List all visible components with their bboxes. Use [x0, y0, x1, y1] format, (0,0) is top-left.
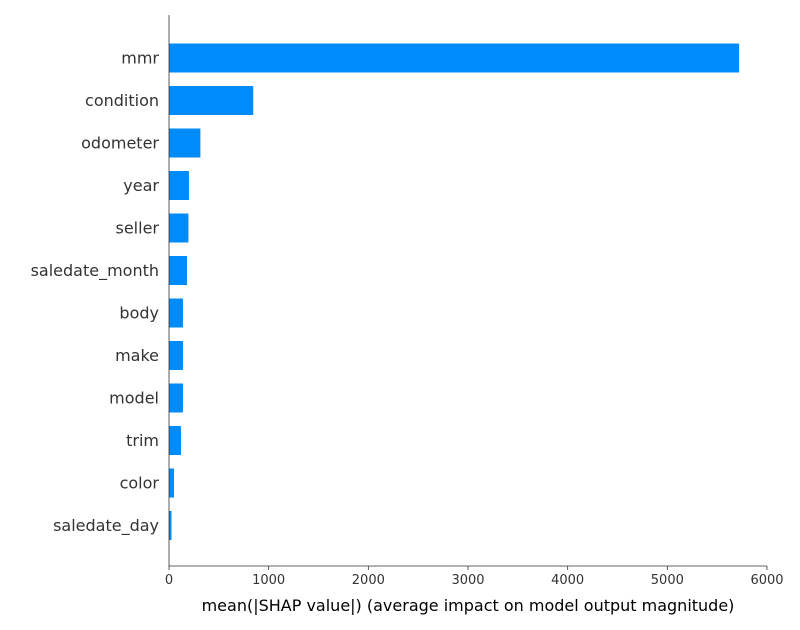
x-tick-label: 5000: [651, 573, 684, 588]
x-ticks-layer: 0 1000 2000 3000 4000 5000 6000: [165, 566, 784, 588]
feature-label-model: model: [109, 389, 159, 408]
bars-layer: [169, 43, 740, 540]
feature-label-saledate_day: saledate_day: [53, 516, 159, 536]
bar-year: [169, 171, 189, 200]
feature-label-make: make: [115, 346, 159, 365]
x-tick-label: 4000: [551, 573, 584, 588]
feature-label-odometer: odometer: [81, 134, 159, 153]
feature-label-year: year: [123, 176, 159, 195]
bar-trim: [169, 426, 181, 455]
feature-label-color: color: [120, 474, 160, 493]
bar-saledate_day: [169, 511, 172, 540]
x-tick-label: 6000: [750, 573, 783, 588]
bar-color: [169, 468, 174, 498]
x-tick-label: 3000: [451, 573, 484, 588]
feature-labels-layer: mmr condition odometer year seller saledate_m…: [31, 49, 160, 537]
feature-label-saledate_month: saledate_month: [31, 261, 159, 281]
feature-label-seller: seller: [116, 219, 160, 238]
feature-label-mmr: mmr: [121, 49, 159, 68]
feature-label-condition: condition: [85, 91, 159, 110]
bar-make: [169, 341, 183, 370]
bar-seller: [169, 213, 189, 243]
bar-condition: [169, 86, 254, 115]
feature-label-trim: trim: [126, 431, 159, 450]
bar-saledate_month: [169, 256, 187, 285]
bar-mmr: [169, 43, 740, 73]
bar-body: [169, 298, 183, 328]
x-axis-title: mean(|SHAP value|) (average impact on mo…: [202, 596, 735, 615]
feature-label-body: body: [119, 304, 159, 323]
x-tick-label: 1000: [252, 573, 285, 588]
bar-model: [169, 383, 183, 413]
x-tick-label: 0: [165, 573, 173, 588]
bar-odometer: [169, 128, 201, 158]
x-tick-label: 2000: [352, 573, 385, 588]
